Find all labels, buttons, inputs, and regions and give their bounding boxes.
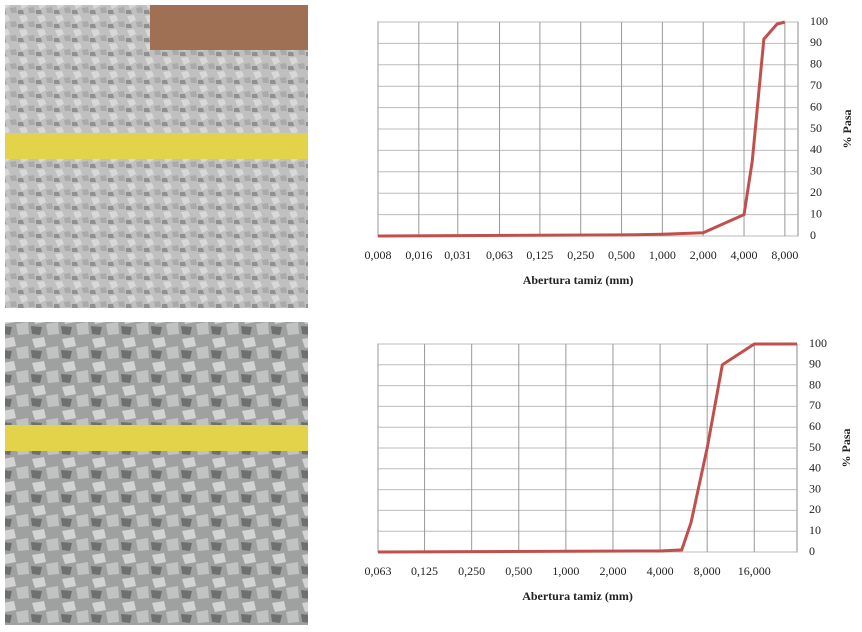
x-axis-label: Abertura tamiz (mm) (522, 589, 633, 603)
y-tick-label: 40 (809, 461, 821, 475)
y-tick-label: 80 (809, 377, 821, 391)
y-tick-label: 90 (810, 35, 822, 49)
y-tick-label: 0 (810, 228, 816, 242)
y-axis-label: % Pasa (839, 429, 853, 468)
y-axis-label: % Pasa (840, 110, 854, 149)
x-tick-label: 0,500 (505, 564, 532, 578)
y-tick-label: 50 (809, 440, 821, 454)
x-tick-label: 0,125 (411, 564, 438, 578)
y-tick-label: 0 (809, 544, 815, 558)
x-tick-label: 1,000 (552, 564, 579, 578)
y-tick-label: 70 (810, 78, 822, 92)
y-tick-label: 100 (810, 14, 828, 28)
x-tick-label: 8,000 (771, 248, 798, 262)
y-tick-label: 60 (809, 419, 821, 433)
x-tick-label: 0,063 (486, 248, 513, 262)
y-tick-label: 40 (810, 142, 822, 156)
data-line (377, 342, 797, 554)
data-line (377, 20, 786, 238)
y-tick-label: 30 (809, 481, 821, 495)
x-tick-label: 0,125 (526, 248, 553, 262)
x-tick-label: 2,000 (690, 248, 717, 262)
y-tick-label: 30 (810, 164, 822, 178)
y-tick-label: 60 (810, 99, 822, 113)
x-tick-label: 4,000 (647, 564, 674, 578)
x-tick-label: 8,000 (694, 564, 721, 578)
x-tick-label: 0,031 (444, 248, 471, 262)
y-tick-label: 10 (810, 206, 822, 220)
y-tick-label: 90 (809, 357, 821, 371)
y-tick-label: 10 (809, 523, 821, 537)
x-tick-label: 0,250 (458, 564, 485, 578)
x-tick-label: 0,016 (405, 248, 432, 262)
x-tick-label: 16,000 (738, 564, 771, 578)
y-tick-label: 20 (809, 502, 821, 516)
x-tick-label: 4,000 (731, 248, 758, 262)
photo-top (5, 5, 308, 308)
x-tick-label: 2,000 (599, 564, 626, 578)
y-tick-label: 80 (810, 57, 822, 71)
x-axis-label: Abertura tamiz (mm) (523, 273, 634, 287)
y-tick-label: 20 (810, 185, 822, 199)
x-tick-label: 0,250 (567, 248, 594, 262)
x-tick-label: 0,500 (608, 248, 635, 262)
y-tick-label: 50 (810, 121, 822, 135)
x-tick-label: 0,008 (365, 248, 392, 262)
y-tick-label: 70 (809, 398, 821, 412)
x-tick-label: 0,063 (365, 564, 392, 578)
x-tick-label: 1,000 (649, 248, 676, 262)
photo-bottom (5, 322, 308, 625)
y-tick-label: 100 (809, 336, 827, 350)
